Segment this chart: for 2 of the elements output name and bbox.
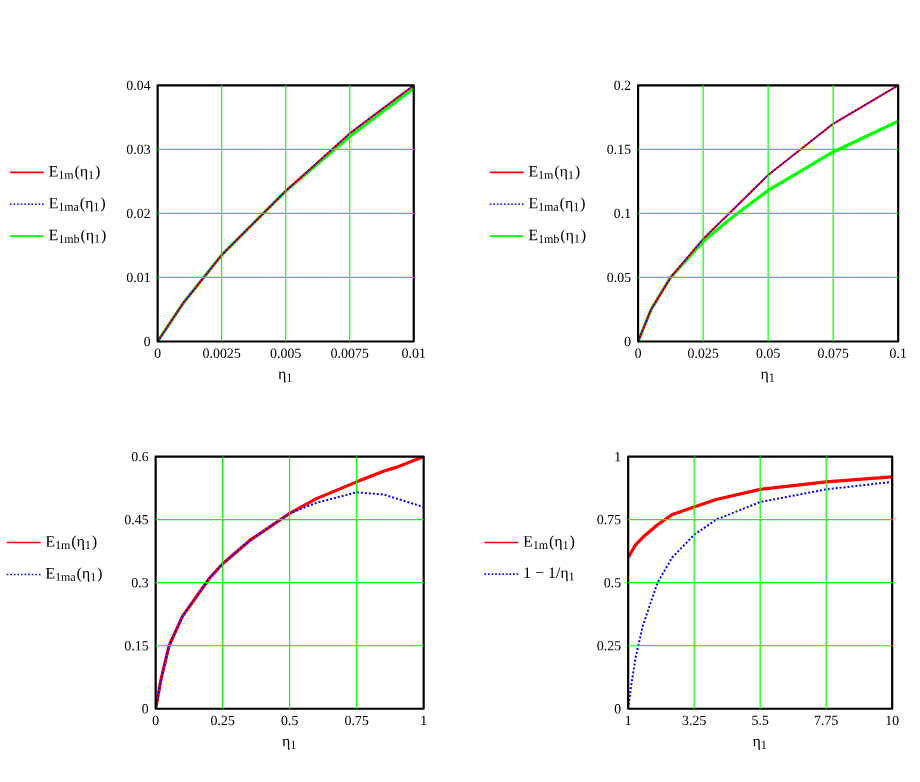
line-series	[628, 475, 893, 559]
line-series	[628, 480, 893, 709]
